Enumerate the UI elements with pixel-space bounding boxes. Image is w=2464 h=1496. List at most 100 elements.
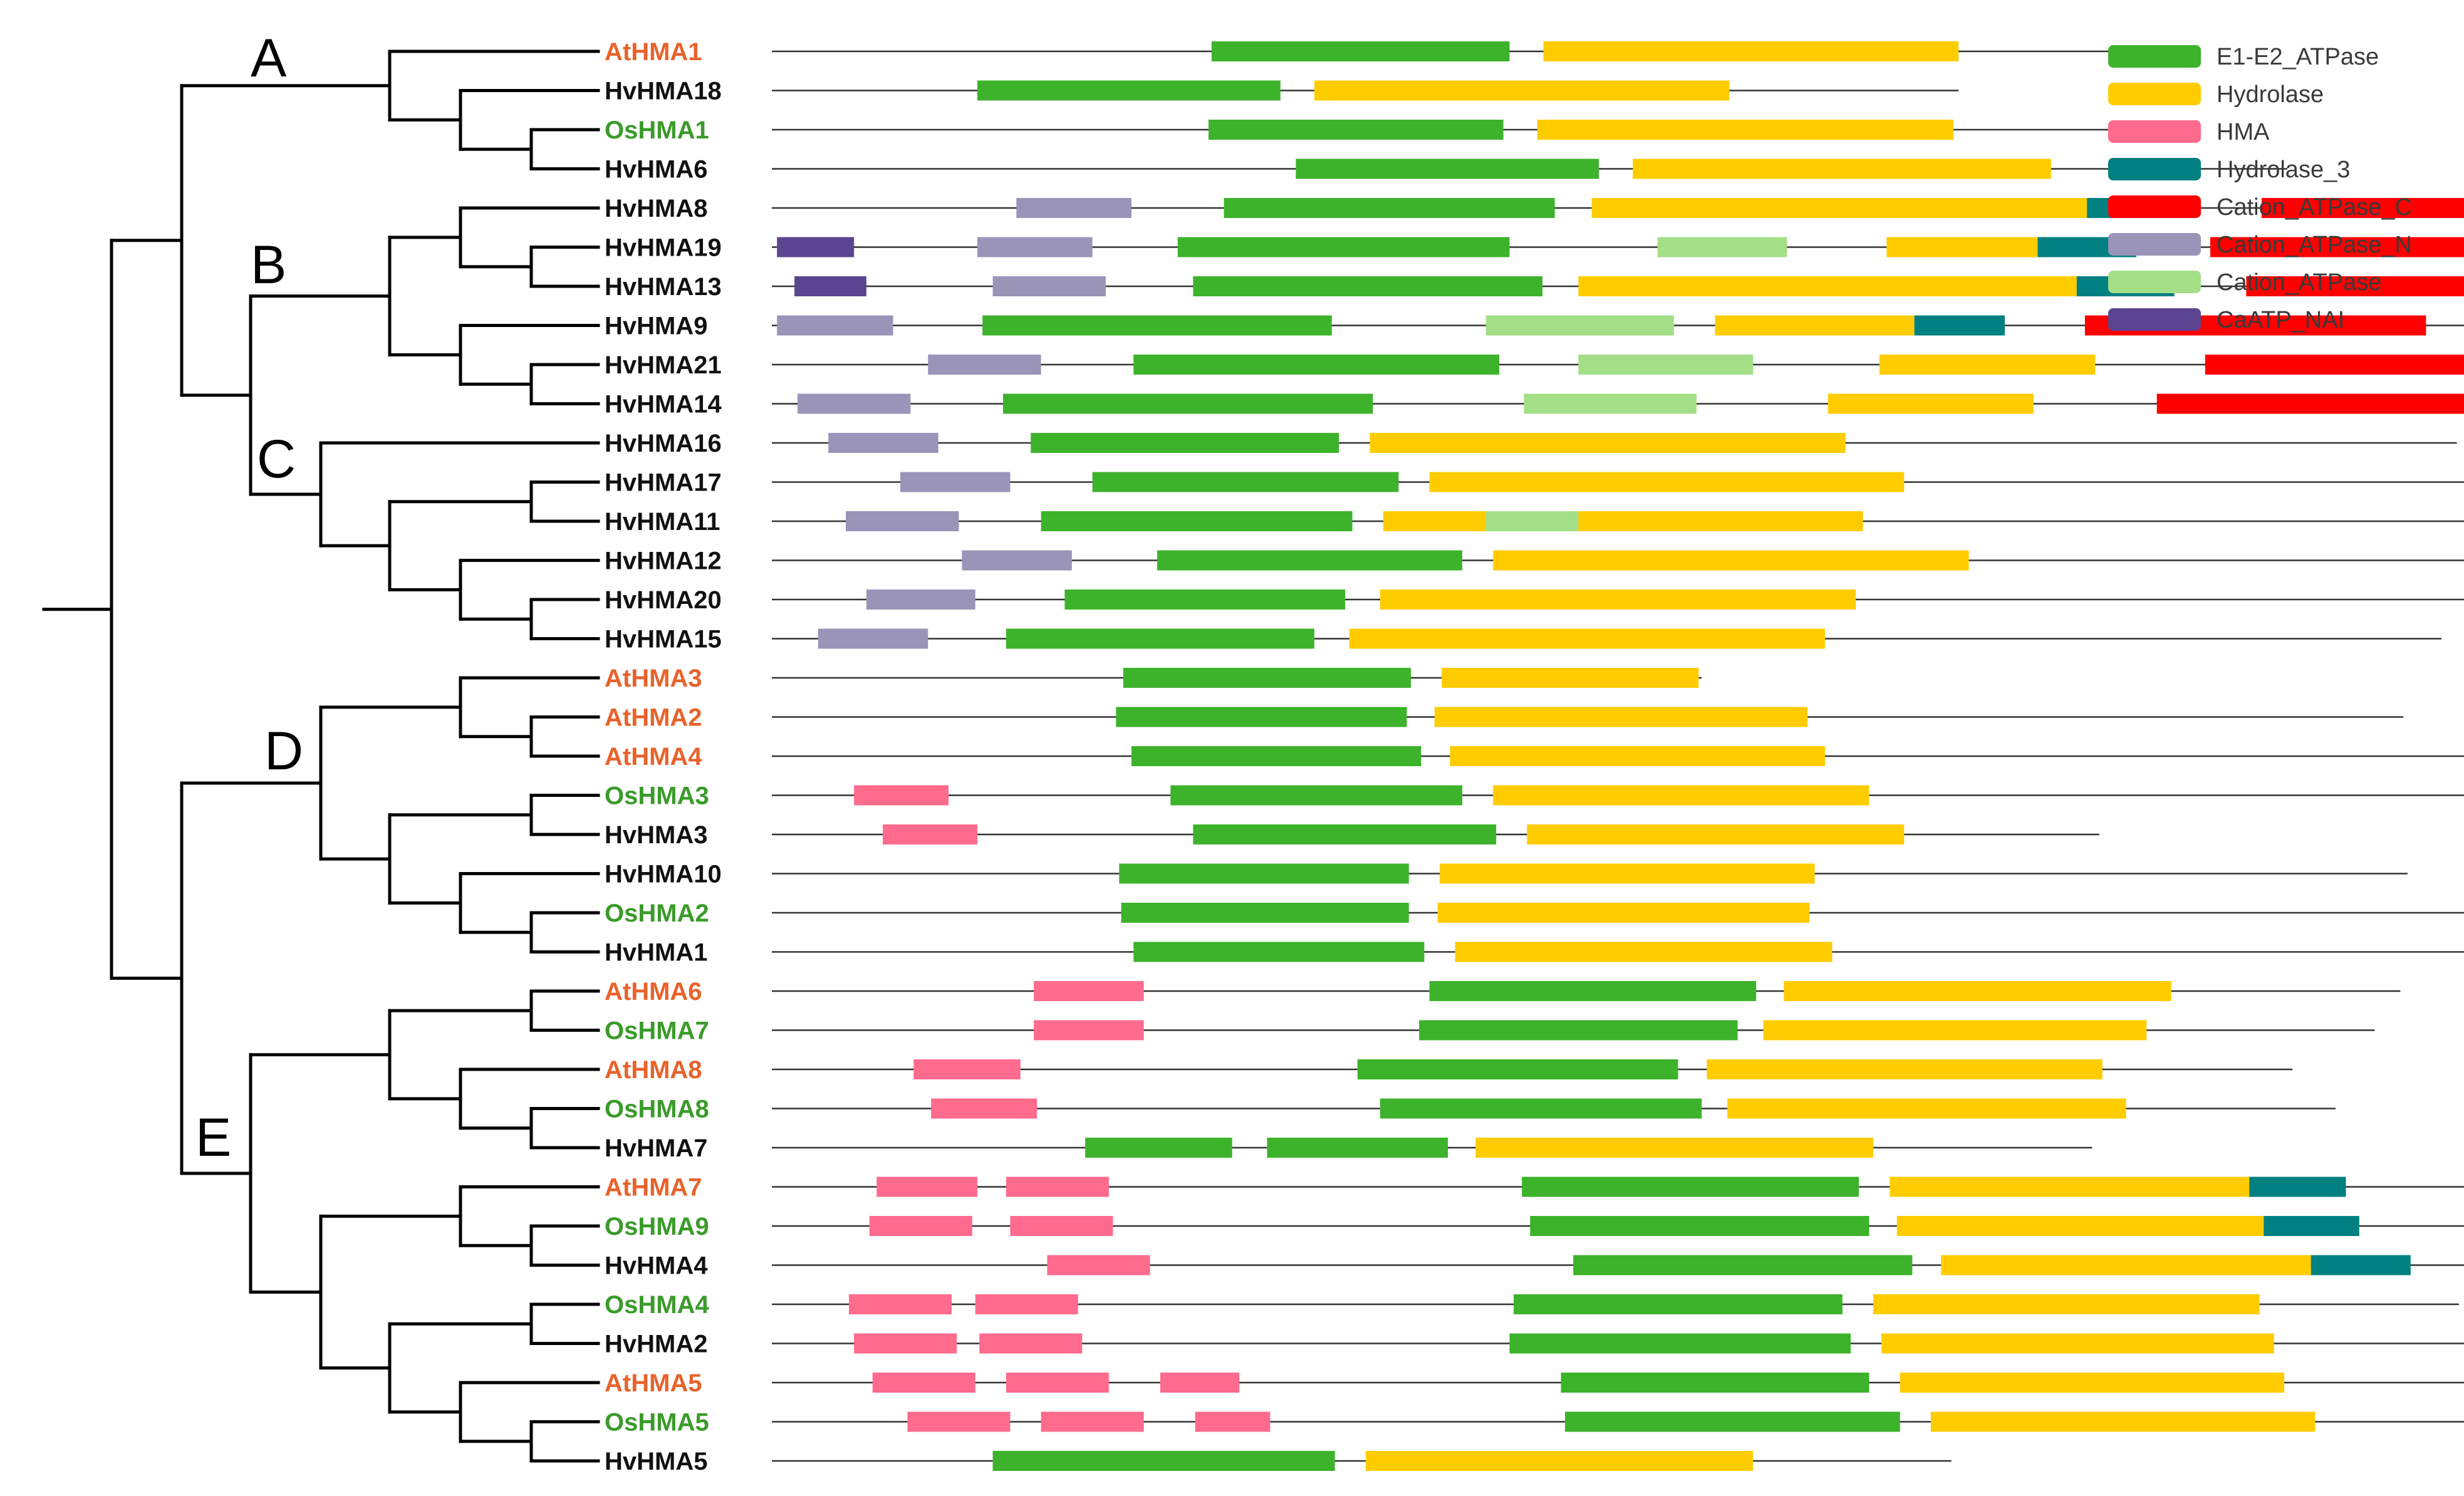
- gene-label: AtHMA1: [605, 38, 702, 66]
- domain-hydrolase: [1537, 120, 1953, 140]
- gene-row-hvhma7: HvHMA7: [605, 1135, 2092, 1162]
- domain-hma: [975, 1294, 1078, 1314]
- clade-letters: A B C D E: [195, 28, 303, 1168]
- gene-row-hvhma5: HvHMA5: [605, 1448, 1952, 1475]
- gene-label: AtHMA6: [605, 978, 702, 1005]
- gene-label: OsHMA3: [605, 782, 709, 810]
- gene-row-hvhma16: HvHMA16: [605, 430, 2457, 457]
- domain-e1-e2-atpase: [1565, 1411, 1900, 1432]
- gene-row-athma2: AtHMA2: [605, 704, 2404, 732]
- gene-label: HvHMA7: [605, 1135, 707, 1162]
- gene-label: OsHMA9: [605, 1213, 709, 1240]
- gene-label: AtHMA8: [605, 1056, 702, 1084]
- domain-cation-atpase-n: [900, 472, 1011, 492]
- domain-hydrolase: [1900, 1373, 2285, 1393]
- domain-cation-atpase: [1578, 355, 1754, 375]
- domain-hydrolase: [1930, 1411, 2316, 1432]
- domain-e1-e2-atpase: [1514, 1294, 1843, 1314]
- domain-cation-atpase-c: [2205, 355, 2464, 375]
- domain-cation-atpase-c: [2210, 237, 2464, 257]
- legend-label: Cation_ATPase: [2217, 269, 2381, 296]
- gene-label: HvHMA18: [605, 78, 722, 105]
- gene-row-oshma5: OsHMA5: [605, 1409, 2464, 1436]
- domain-cation-atpase-c: [2156, 393, 2464, 414]
- domain-hma: [907, 1411, 1011, 1432]
- domain-hydrolase: [1475, 1138, 1874, 1158]
- gene-label: HvHMA12: [605, 548, 722, 575]
- gene-label: HvHMA13: [605, 273, 722, 301]
- gene-label: OsHMA1: [605, 117, 709, 144]
- domain-hydrolase: [1380, 590, 1856, 610]
- domain-hydrolase: [1633, 158, 2051, 179]
- gene-label: HvHMA9: [605, 313, 707, 340]
- domain-hma: [931, 1098, 1037, 1119]
- gene-row-hvhma4: HvHMA4: [605, 1252, 2464, 1280]
- domain-e1-e2-atpase: [1193, 824, 1497, 844]
- domain-e1-e2-atpase: [1429, 981, 1757, 1001]
- gene-row-hvhma14: HvHMA14: [605, 391, 2464, 418]
- legend-item-hydrolase: Hydrolase: [2108, 81, 2324, 108]
- gene-label: HvHMA15: [605, 626, 722, 653]
- domain-hma: [1034, 981, 1144, 1001]
- domain-hydrolase: [1370, 433, 1846, 453]
- phylogenetic-tree: [42, 49, 600, 1463]
- domain-hydrolase: [1314, 80, 1730, 101]
- domain-cation-atpase-n: [1016, 198, 1131, 218]
- domain-e1-e2-atpase: [1170, 785, 1463, 806]
- domain-hydrolase: [1493, 785, 1869, 806]
- domain-cation-atpase-n: [992, 276, 1106, 296]
- domain-e1-e2-atpase: [977, 80, 1281, 101]
- domain-e1-e2-atpase: [1041, 511, 1353, 531]
- domain-cation-atpase-n: [777, 315, 893, 336]
- legend-item-cation-atpase-n: Cation_ATPase_N: [2108, 232, 2412, 258]
- domain-hydrolase-3: [2311, 1255, 2411, 1275]
- domain-e1-e2-atpase: [1116, 707, 1407, 727]
- domain-hydrolase: [1827, 393, 2034, 414]
- gene-label: OsHMA7: [605, 1017, 709, 1045]
- domain-cation-atpase: [1485, 511, 1579, 531]
- domain-cation-atpase-c: [2262, 198, 2464, 218]
- gene-label: HvHMA10: [605, 861, 722, 888]
- gene-label: HvHMA17: [605, 469, 722, 497]
- domain-hydrolase: [1437, 903, 1810, 923]
- domain-hydrolase: [1493, 550, 1969, 571]
- gene-label: HvHMA1: [605, 939, 707, 967]
- domain-e1-e2-atpase: [1267, 1138, 1448, 1158]
- clade-label-a: A: [251, 28, 287, 88]
- domain-cation-atpase-n: [962, 550, 1072, 571]
- gene-row-hvhma2: HvHMA2: [605, 1331, 2464, 1358]
- domain-e1-e2-atpase: [1224, 198, 1555, 218]
- clade-label-d: D: [264, 721, 303, 781]
- legend-label: E1-E2_ATPase: [2217, 44, 2379, 70]
- gene-row-hvhma10: HvHMA10: [605, 861, 2408, 888]
- gene-row-hvhma17: HvHMA17: [605, 469, 2464, 497]
- gene-row-athma7: AtHMA7: [605, 1174, 2464, 1202]
- domain-e1-e2-atpase: [1419, 1020, 1738, 1041]
- gene-row-hvhma13: HvHMA13: [605, 273, 2464, 301]
- gene-row-hvhma15: HvHMA15: [605, 626, 2441, 653]
- gene-row-hvhma1: HvHMA1: [605, 939, 2464, 967]
- domain-hydrolase: [1578, 511, 1863, 531]
- domain-e1-e2-atpase: [1121, 903, 1409, 923]
- legend-item-hma: HMA: [2108, 119, 2270, 145]
- domain-hma: [1047, 1255, 1150, 1275]
- domain-cation-atpase-n: [818, 628, 928, 649]
- domain-hma: [913, 1059, 1021, 1079]
- gene-label: HvHMA8: [605, 195, 707, 222]
- gene-label: HvHMA19: [605, 234, 722, 262]
- domain-hma: [1160, 1373, 1240, 1393]
- gene-row-oshma9: OsHMA9: [605, 1213, 2464, 1240]
- domain-hydrolase-3: [1914, 315, 2005, 336]
- domain-e1-e2-atpase: [1031, 433, 1339, 453]
- clade-label-b: B: [251, 235, 286, 295]
- gene-row-athma8: AtHMA8: [605, 1056, 2293, 1084]
- domain-hydrolase: [1715, 315, 1915, 336]
- gene-row-athma5: AtHMA5: [605, 1369, 2464, 1397]
- domain-cation-atpase-n: [977, 237, 1093, 257]
- domain-hydrolase: [1450, 746, 1825, 766]
- legend-item-cation-atpase-c: Cation_ATPase_C: [2108, 194, 2412, 221]
- gene-row-hvhma3: HvHMA3: [605, 821, 2099, 849]
- domain-hma: [1195, 1411, 1271, 1432]
- domain-cation-atpase-n: [928, 355, 1041, 375]
